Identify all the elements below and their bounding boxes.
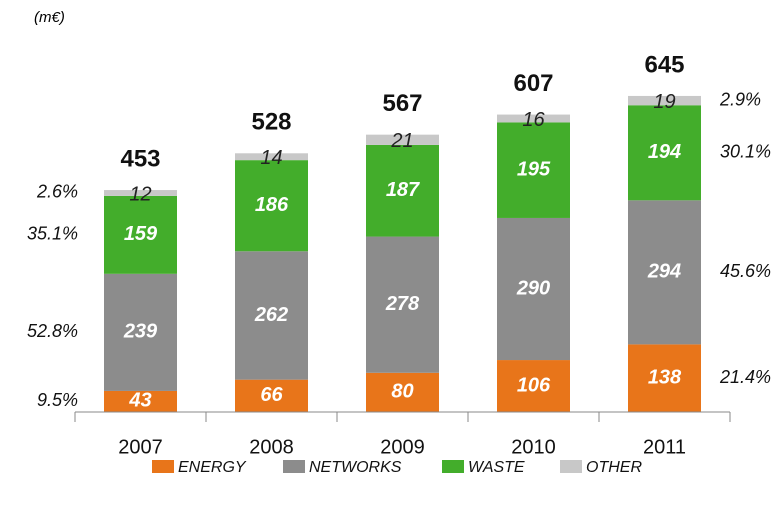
segment-label: 43 (128, 390, 151, 412)
segment-label: 80 (391, 381, 413, 403)
share-label: 45.6% (720, 261, 771, 281)
bar-segment (497, 114, 570, 123)
share-label: 2.9% (719, 89, 761, 109)
total-label: 453 (120, 145, 160, 172)
bar-segment (235, 251, 308, 380)
segment-label: 186 (255, 194, 289, 216)
segment-label: 21 (390, 130, 413, 152)
segment-label: 262 (254, 304, 288, 326)
legend-swatch (560, 460, 582, 473)
segment-label: 159 (124, 223, 158, 245)
segment-label: 195 (517, 158, 551, 180)
bar-segment (366, 236, 439, 373)
bar-segment (628, 105, 701, 201)
segment-label: 14 (260, 147, 282, 169)
legend-swatch (283, 460, 305, 473)
segment-label: 138 (648, 366, 682, 388)
segment-label: 106 (517, 374, 551, 396)
bar-segment (628, 344, 701, 412)
legend-label: OTHER (586, 459, 642, 476)
bar-segment (235, 379, 308, 412)
total-label: 607 (513, 70, 553, 97)
bar-segment (104, 273, 177, 391)
legend-swatch (152, 460, 174, 473)
x-tick-label: 2009 (380, 436, 425, 458)
bar-segment (104, 195, 177, 274)
bar-segment (104, 190, 177, 196)
total-label: 567 (382, 90, 422, 117)
bar-segment (497, 122, 570, 218)
share-label: 2.6% (36, 182, 78, 202)
bar-segment (366, 144, 439, 237)
segment-label: 187 (386, 179, 420, 201)
segment-label: 290 (516, 277, 550, 299)
x-tick-label: 2007 (118, 436, 163, 458)
segment-label: 194 (648, 141, 681, 163)
chart-subtitle: (m€) (34, 9, 65, 26)
total-label: 528 (251, 109, 291, 136)
legend-label: NETWORKS (309, 459, 402, 476)
segment-label: 239 (123, 321, 158, 343)
segment-label: 294 (647, 261, 681, 283)
x-tick-label: 2010 (511, 436, 556, 458)
bar-segment (235, 153, 308, 161)
bar-segment (628, 200, 701, 345)
segment-label: 12 (129, 183, 151, 205)
bar-segment (366, 372, 439, 412)
legend-swatch (442, 460, 464, 473)
bar-segment (497, 360, 570, 412)
share-label: 35.1% (27, 224, 78, 244)
segment-label: 66 (260, 384, 283, 406)
segment-label: 19 (653, 91, 675, 113)
legend-label: ENERGY (178, 459, 247, 476)
bar-segment (104, 390, 177, 412)
segment-label: 16 (522, 109, 545, 131)
total-label: 645 (644, 51, 684, 78)
bar-segment (235, 160, 308, 252)
bar-segment (366, 134, 439, 145)
share-label: 9.5% (37, 390, 78, 410)
share-label: 30.1% (720, 142, 771, 162)
share-label: 21.4% (719, 367, 771, 387)
x-tick-label: 2008 (249, 436, 294, 458)
bar-segment (497, 217, 570, 361)
share-label: 52.8% (27, 321, 78, 341)
legend-label: WASTE (468, 459, 525, 476)
segment-label: 278 (385, 293, 420, 315)
bar-segment (628, 95, 701, 106)
x-tick-label: 2011 (643, 436, 686, 458)
